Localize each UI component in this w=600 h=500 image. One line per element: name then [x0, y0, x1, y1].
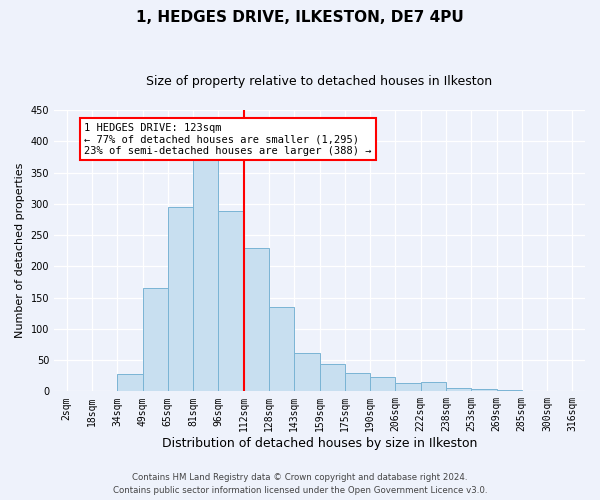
- Bar: [320, 364, 345, 392]
- Bar: [497, 390, 522, 392]
- Bar: [471, 390, 497, 392]
- Bar: [168, 207, 193, 392]
- Bar: [522, 390, 547, 392]
- Bar: [143, 288, 168, 392]
- Title: Size of property relative to detached houses in Ilkeston: Size of property relative to detached ho…: [146, 75, 493, 88]
- Y-axis label: Number of detached properties: Number of detached properties: [15, 163, 25, 338]
- Bar: [446, 388, 471, 392]
- Bar: [193, 160, 218, 392]
- X-axis label: Distribution of detached houses by size in Ilkeston: Distribution of detached houses by size …: [162, 437, 477, 450]
- Text: 1 HEDGES DRIVE: 123sqm
← 77% of detached houses are smaller (1,295)
23% of semi-: 1 HEDGES DRIVE: 123sqm ← 77% of detached…: [85, 122, 372, 156]
- Bar: [395, 383, 421, 392]
- Bar: [244, 248, 269, 392]
- Text: 1, HEDGES DRIVE, ILKESTON, DE7 4PU: 1, HEDGES DRIVE, ILKESTON, DE7 4PU: [136, 10, 464, 25]
- Bar: [421, 382, 446, 392]
- Bar: [370, 377, 395, 392]
- Bar: [294, 352, 320, 392]
- Bar: [345, 372, 370, 392]
- Bar: [218, 210, 244, 392]
- Bar: [117, 374, 143, 392]
- Text: Contains HM Land Registry data © Crown copyright and database right 2024.
Contai: Contains HM Land Registry data © Crown c…: [113, 474, 487, 495]
- Bar: [269, 307, 294, 392]
